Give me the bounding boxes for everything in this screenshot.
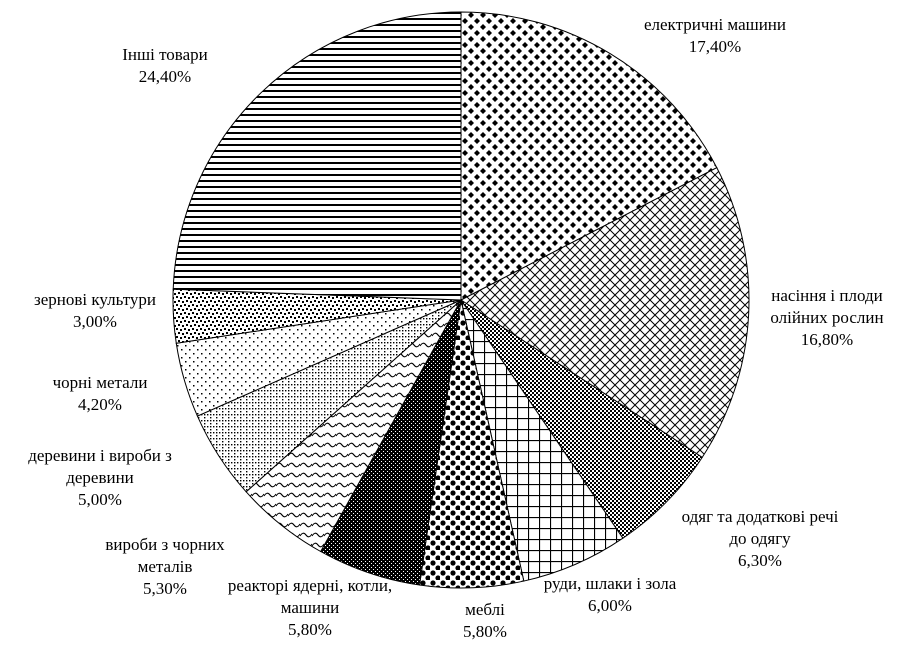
slice-value-label: 5,80% [463, 622, 507, 641]
slice-category-label: меблі [465, 600, 505, 619]
slice-label-4: меблі 5,80% [463, 600, 507, 641]
pie-labels: електричні машини 17,40% насіння і плоди ол… [28, 15, 883, 641]
slice-category-label: вироби з чорних [105, 535, 225, 554]
slice-label-0: електричні машини 17,40% [644, 15, 786, 56]
pie-slice-0 [460, 11, 718, 301]
slice-value-label: 5,00% [78, 490, 122, 509]
slice-label-3: руди, шлаки і зола 6,00% [544, 574, 677, 615]
pie-slices [172, 11, 750, 589]
slice-category-label: деревини і вироби з [28, 446, 172, 465]
slice-value-label: 5,30% [143, 579, 187, 598]
slice-value-label: 16,80% [801, 330, 853, 349]
slice-value-label: 6,30% [738, 551, 782, 570]
slice-category-label: чорні метали [53, 373, 148, 392]
slice-label-10: Інші товари 24,40% [122, 45, 207, 86]
slice-category-label: машини [281, 598, 340, 617]
slice-value-label: 24,40% [139, 67, 191, 86]
slice-value-label: 5,80% [288, 620, 332, 639]
slice-category-label: металів [138, 557, 193, 576]
slice-category-label: Інші товари [122, 45, 207, 64]
slice-category-label: насіння і плоди [771, 286, 883, 305]
pie-slice-2 [460, 299, 703, 539]
slice-value-label: 3,00% [73, 312, 117, 331]
pie-slice-10 [172, 11, 462, 301]
slice-category-label: руди, шлаки і зола [544, 574, 677, 593]
slice-value-label: 17,40% [689, 37, 741, 56]
slice-category-label: реакторі ядерні, котли, [228, 576, 392, 595]
pie-slice-1 [460, 166, 750, 459]
slice-value-label: 4,20% [78, 395, 122, 414]
slice-category-label: до одягу [729, 529, 791, 548]
slice-label-7: деревини і вироби з деревини 5,00% [28, 446, 172, 509]
slice-category-label: деревини [66, 468, 134, 487]
slice-label-5: реакторі ядерні, котли, машини 5,80% [228, 576, 392, 639]
slice-label-9: зернові культури 3,00% [34, 290, 156, 331]
slice-category-label: олійних рослин [770, 308, 883, 327]
slice-label-8: чорні метали 4,20% [53, 373, 148, 414]
slice-category-label: електричні машини [644, 15, 786, 34]
slice-category-label: одяг та додаткові речі [682, 507, 839, 526]
slice-category-label: зернові культури [34, 290, 156, 309]
slice-label-1: насіння і плоди олійних рослин 16,80% [770, 286, 883, 349]
slice-value-label: 6,00% [588, 596, 632, 615]
slice-label-6: вироби з чорних металів 5,30% [105, 535, 225, 598]
slice-label-2: одяг та додаткові речі до одягу 6,30% [682, 507, 839, 570]
